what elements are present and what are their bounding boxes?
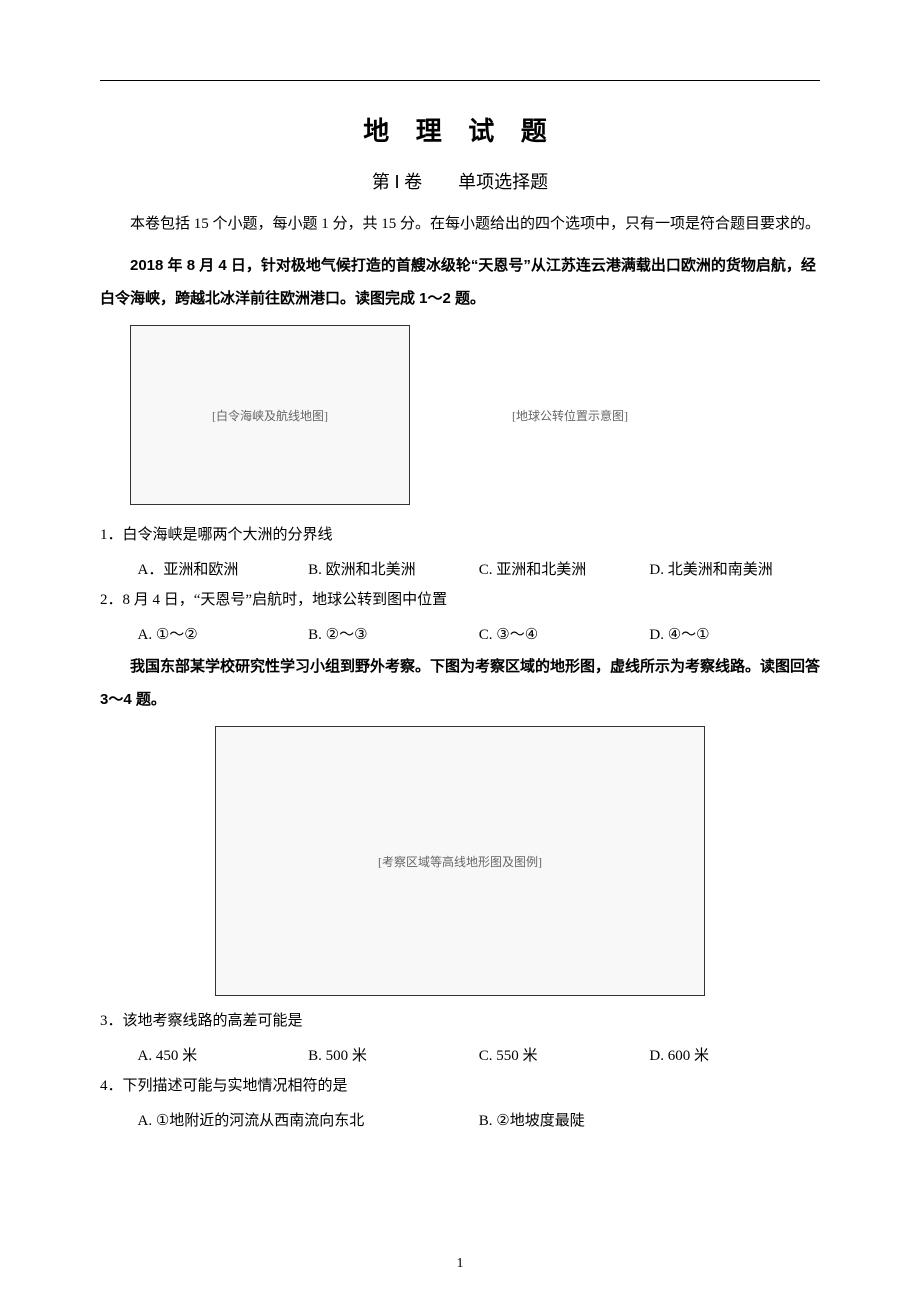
q1-option-c[interactable]: C. 亚洲和北美洲 (479, 555, 650, 585)
question-1-options: A．亚洲和欧洲 B. 欧洲和北美洲 C. 亚洲和北美洲 D. 北美洲和南美洲 (100, 555, 820, 585)
q2-option-c[interactable]: C. ③～④ (479, 620, 650, 650)
question-4-options: A. ①地附近的河流从西南流向东北 B. ②地坡度最陡 (100, 1106, 820, 1136)
header-rule (100, 80, 820, 81)
instruction-text: 本卷包括 15 个小题，每小题 1 分，共 15 分。在每小题给出的四个选项中，… (100, 209, 820, 239)
map-bering-strait-figure: [白令海峡及航线地图] (130, 325, 410, 505)
question-2-options: A. ①～② B. ②～③ C. ③～④ D. ④～① (100, 620, 820, 650)
passage-1: 2018 年 8 月 4 日，针对极地气候打造的首艘冰级轮“天恩号”从江苏连云港… (100, 249, 820, 315)
page-title: 地 理 试 题 (100, 111, 820, 148)
earth-orbit-figure: [地球公转位置示意图] (450, 345, 690, 485)
question-1-stem: 1．白令海峡是哪两个大洲的分界线 (100, 520, 820, 550)
question-4-stem: 4．下列描述可能与实地情况相符的是 (100, 1071, 820, 1101)
q2-option-d[interactable]: D. ④～① (649, 620, 820, 650)
figure-row-2: [考察区域等高线地形图及图例] (100, 726, 820, 996)
q2-option-a[interactable]: A. ①～② (138, 620, 309, 650)
q4-option-b[interactable]: B. ②地坡度最陡 (479, 1106, 820, 1136)
q1-option-a[interactable]: A．亚洲和欧洲 (138, 555, 309, 585)
q3-option-a[interactable]: A. 450 米 (138, 1041, 309, 1071)
passage-2: 我国东部某学校研究性学习小组到野外考察。下图为考察区域的地形图，虚线所示为考察线… (100, 650, 820, 716)
q1-option-b[interactable]: B. 欧洲和北美洲 (308, 555, 479, 585)
page-number: 1 (457, 1256, 464, 1272)
question-3-options: A. 450 米 B. 500 米 C. 550 米 D. 600 米 (100, 1041, 820, 1071)
q4-option-a[interactable]: A. ①地附近的河流从西南流向东北 (138, 1106, 479, 1136)
question-3-stem: 3．该地考察线路的高差可能是 (100, 1006, 820, 1036)
q3-option-b[interactable]: B. 500 米 (308, 1041, 479, 1071)
q3-option-d[interactable]: D. 600 米 (649, 1041, 820, 1071)
q2-option-b[interactable]: B. ②～③ (308, 620, 479, 650)
figure-row-1: [白令海峡及航线地图] [地球公转位置示意图] (130, 325, 820, 505)
q3-option-c[interactable]: C. 550 米 (479, 1041, 650, 1071)
section-subtitle: 第 Ⅰ 卷 单项选择题 (100, 168, 820, 194)
question-2-stem: 2．8 月 4 日，“天恩号”启航时，地球公转到图中位置 (100, 585, 820, 615)
topographic-map-figure: [考察区域等高线地形图及图例] (215, 726, 705, 996)
q1-option-d[interactable]: D. 北美洲和南美洲 (649, 555, 820, 585)
